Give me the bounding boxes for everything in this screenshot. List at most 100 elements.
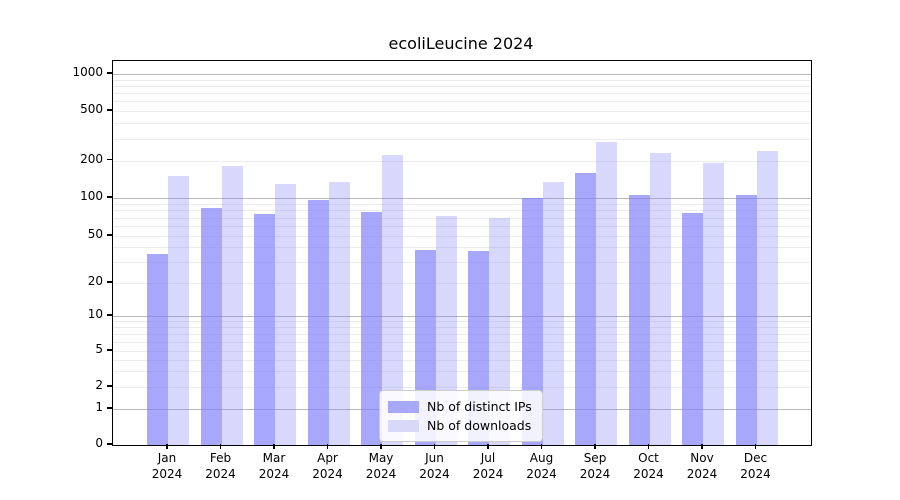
bar-jul-downloads	[489, 218, 510, 445]
x-tick-mark	[594, 444, 596, 449]
x-tick-mark	[647, 444, 650, 449]
gridline-minor	[113, 203, 811, 205]
bar-may-downloads	[382, 155, 403, 445]
x-tick-mark	[219, 444, 222, 449]
gridline-major	[113, 316, 811, 317]
gridline-minor	[113, 160, 811, 162]
y-tick-mark	[107, 407, 112, 409]
bar-aug-downloads	[542, 181, 564, 445]
y-tick-label: 5	[95, 342, 103, 356]
x-tick-mark	[487, 444, 489, 449]
gridline-minor	[113, 217, 811, 219]
gridline-minor	[113, 341, 811, 343]
gridline-minor	[113, 101, 811, 103]
x-tick-label: Oct 2024	[633, 451, 664, 481]
gridline-minor	[113, 123, 811, 125]
y-tick-label: 500	[80, 102, 103, 116]
gridline-minor	[113, 138, 811, 140]
chart-title: ecoliLeucine 2024	[388, 34, 534, 53]
bar-mar-downloads	[275, 183, 296, 445]
y-tick-mark	[107, 281, 112, 283]
x-tick-mark	[166, 444, 168, 449]
y-tick-label: 100	[80, 189, 103, 203]
y-tick-label: 10	[87, 307, 103, 321]
bar-apr-downloads	[328, 181, 350, 445]
legend-label: Nb of distinct IPs	[427, 399, 532, 414]
gridline-minor	[113, 283, 811, 284]
bar-apr-distinct-ips	[307, 200, 329, 445]
bar-may-distinct-ips	[361, 212, 382, 445]
x-tick-label: Apr 2024	[312, 451, 343, 481]
x-tick-mark	[754, 444, 757, 449]
legend-swatch	[388, 419, 419, 432]
bar-sep-downloads	[596, 142, 617, 445]
bar-dec-distinct-ips	[735, 194, 757, 445]
x-tick-label: Nov 2024	[686, 451, 718, 481]
y-tick-mark	[107, 196, 112, 198]
gridline-minor	[113, 371, 811, 373]
gridline-major	[113, 198, 811, 199]
bar-dec-downloads	[756, 150, 778, 445]
bar-jan-distinct-ips	[147, 254, 168, 445]
gridline-minor	[113, 262, 811, 264]
gridline-minor	[113, 93, 811, 95]
x-tick-label: Jan 2024	[151, 451, 183, 481]
x-tick-label: May 2024	[365, 451, 397, 481]
x-tick-mark	[540, 444, 543, 449]
bar-aug-distinct-ips	[521, 198, 543, 445]
x-tick-mark	[701, 444, 703, 449]
x-tick-label: Feb 2024	[205, 451, 236, 481]
bar-feb-distinct-ips	[200, 207, 222, 445]
gridline-minor	[113, 359, 811, 361]
y-tick-mark	[107, 72, 112, 74]
y-tick-label: 50	[87, 227, 103, 241]
gridline-minor	[113, 247, 811, 249]
gridline-minor	[113, 334, 811, 335]
gridline-minor	[113, 85, 811, 87]
x-tick-label: Sep 2024	[579, 451, 611, 481]
y-tick-label: 2	[95, 378, 103, 392]
gridline-minor	[113, 327, 811, 329]
x-tick-mark	[380, 444, 382, 449]
gridline-minor	[113, 321, 811, 323]
bar-feb-downloads	[221, 166, 243, 445]
gridline-minor	[113, 79, 811, 81]
x-tick-label: Mar 2024	[258, 451, 290, 481]
y-tick-label: 200	[80, 151, 103, 166]
y-tick-label: 0	[95, 436, 103, 450]
y-tick-mark	[107, 109, 112, 111]
gridline-minor	[113, 111, 811, 112]
y-tick-label: 1000	[72, 65, 103, 79]
x-tick-label: Dec 2024	[740, 451, 771, 481]
y-tick-mark	[107, 158, 112, 161]
legend: Nb of distinct IPs Nb of downloads	[379, 390, 543, 442]
gridline-minor	[113, 351, 811, 352]
legend-entry: Nb of distinct IPs	[388, 397, 532, 416]
bar-jan-downloads	[168, 176, 189, 445]
gridline-minor	[113, 387, 811, 388]
x-tick-label: Jul 2024	[472, 451, 504, 481]
y-tick-label: 1	[95, 400, 103, 414]
legend-swatch	[388, 400, 419, 413]
plot-area: Nb of distinct IPs Nb of downloads	[112, 60, 812, 446]
gridline-minor	[113, 226, 811, 227]
gridline-major	[113, 74, 811, 75]
x-tick-mark	[273, 444, 275, 449]
y-tick-mark	[107, 349, 112, 351]
gridline-minor	[113, 210, 811, 212]
bar-jun-downloads	[435, 216, 457, 445]
legend-entry: Nb of downloads	[388, 416, 532, 435]
y-tick-mark	[107, 314, 112, 316]
x-tick-mark	[433, 444, 436, 449]
bar-mar-distinct-ips	[254, 213, 275, 445]
bar-oct-downloads	[649, 152, 671, 445]
bar-oct-distinct-ips	[628, 195, 650, 445]
gridline-minor	[113, 236, 811, 237]
bar-nov-distinct-ips	[682, 213, 703, 445]
y-tick-mark	[107, 443, 112, 445]
bar-sep-distinct-ips	[575, 172, 596, 445]
x-tick-mark	[326, 444, 329, 449]
y-tick-mark	[107, 385, 112, 387]
x-tick-label: Aug 2024	[526, 451, 557, 481]
